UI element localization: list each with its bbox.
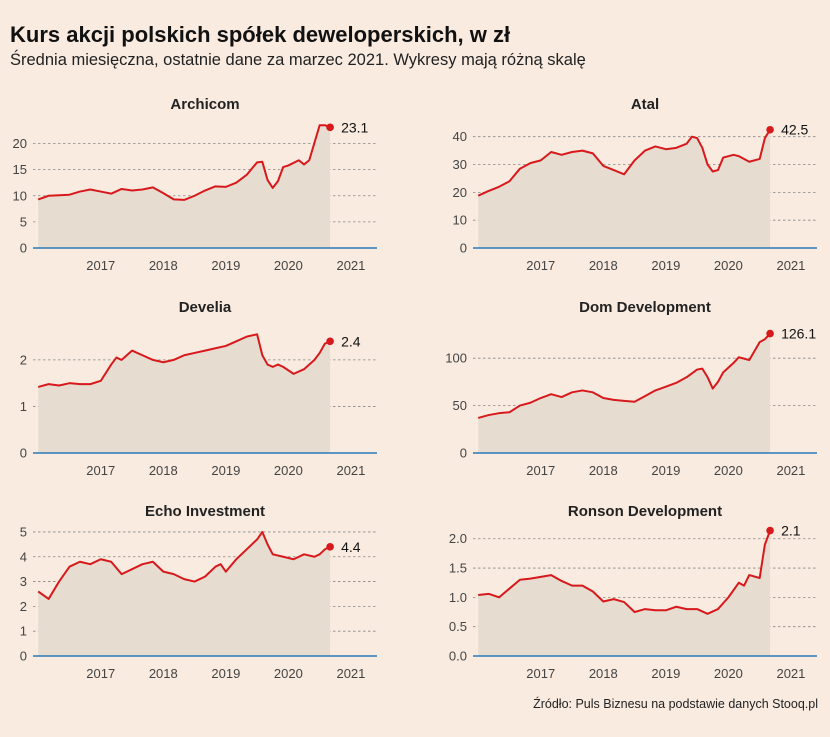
end-value-label: 4.4 [341,539,361,555]
y-tick-label: 10 [13,188,27,203]
series-area [478,530,771,656]
panel-develia: Develia 0 1 2 2.4 2017 2018 2019 2020 2021 [20,299,377,478]
panel-title: Develia [179,299,232,316]
x-tick-label: 2017 [86,463,115,478]
x-tick-label: 2019 [651,666,680,681]
panel-title: Atal [631,96,659,113]
series-area [38,334,331,453]
end-point [766,329,774,338]
x-tick-label: 2017 [86,666,115,681]
end-value-label: 126.1 [781,326,816,342]
y-tick-label: 0.5 [449,619,467,634]
x-tick-label: 2017 [86,258,115,273]
x-tick-label: 2020 [274,666,303,681]
series-line [477,332,771,419]
y-tick-label: 15 [13,162,27,177]
x-tick-label: 2021 [776,666,805,681]
end-value-label: 42.5 [781,122,808,138]
series-line [478,530,772,615]
x-tick-label: 2019 [211,666,240,681]
x-tick-label: 2020 [714,258,743,273]
x-tick-label: 2020 [714,666,743,681]
panel-atal: Atal 0 10 20 30 40 42.5 2017 2018 2019 2020 2021 [453,96,817,273]
y-tick-label: 4 [20,549,27,564]
chart-title: Kurs akcji polskich spółek deweloperskic… [10,22,511,47]
series-area [38,531,331,656]
y-tick-label: 5 [20,214,27,229]
y-tick-label: 1 [20,624,27,639]
y-tick-label: 1 [20,399,27,414]
y-tick-label: 30 [453,157,467,172]
panel-archicom: Archicom 0 5 10 15 20 23.1 2017 2018 2019 2020 2021 [13,96,377,273]
x-tick-label: 2021 [336,463,365,478]
panel-echo-investment: Echo Investment 0 1 2 3 4 5 4.4 2017 2018 2019 2020… [20,503,377,681]
end-value-label: 2.1 [781,523,801,539]
end-point [326,123,334,132]
series-line [37,333,331,388]
x-tick-label: 2017 [526,666,555,681]
end-value-label: 23.1 [341,119,368,135]
x-tick-label: 2018 [589,666,618,681]
y-tick-label: 2 [20,599,27,614]
end-point [326,543,334,551]
x-tick-label: 2019 [211,258,240,273]
chart-subtitle: Średnia miesięczna, ostatnie dane za mar… [10,51,586,69]
panel-title: Archicom [170,96,239,113]
end-value-label: 2.4 [341,333,361,349]
y-tick-label: 3 [20,574,27,589]
y-tick-label: 0 [20,241,27,256]
x-tick-label: 2020 [274,258,303,273]
x-tick-label: 2021 [336,258,365,273]
y-tick-label: 0 [20,446,27,461]
x-tick-label: 2018 [589,258,618,273]
panel-dom-development: Dom Development 0 50 100 126.1 2017 2018 2019 20… [445,299,817,478]
x-tick-label: 2018 [149,463,178,478]
y-tick-label: 10 [453,213,467,228]
x-tick-label: 2019 [211,463,240,478]
series-area [38,125,331,248]
series-line [477,129,771,197]
series-line [37,530,331,600]
y-tick-label: 0 [460,241,467,256]
y-tick-label: 50 [453,398,467,413]
y-tick-label: 1.0 [449,590,467,605]
series-area [478,129,771,248]
end-point [766,125,774,134]
y-tick-label: 20 [13,136,27,151]
x-tick-label: 2020 [714,463,743,478]
y-tick-label: 2 [20,352,27,367]
x-tick-label: 2017 [526,463,555,478]
y-tick-label: 2.0 [449,531,467,546]
y-tick-label: 0 [20,649,27,664]
y-tick-label: 5 [20,524,27,539]
end-point [766,526,774,535]
y-tick-label: 20 [453,185,467,200]
panel-title: Dom Development [579,299,711,316]
x-tick-label: 2019 [651,463,680,478]
y-tick-label: 0.0 [449,649,467,664]
x-tick-label: 2019 [651,258,680,273]
x-tick-label: 2017 [526,258,555,273]
x-tick-label: 2018 [149,258,178,273]
x-tick-label: 2021 [776,258,805,273]
x-tick-label: 2021 [336,666,365,681]
x-tick-label: 2021 [776,463,805,478]
y-tick-label: 100 [445,351,467,366]
x-tick-label: 2020 [274,463,303,478]
y-tick-label: 0 [460,446,467,461]
source-note: Źródło: Puls Biznesu na podstawie danych… [533,697,818,711]
end-point [326,337,334,346]
series-area [478,333,771,453]
x-tick-label: 2018 [589,463,618,478]
y-tick-label: 1.5 [449,561,467,576]
panel-ronson-development: Ronson Development 0.0 0.5 1.0 1.5 2.0 2.1 2017… [449,503,817,681]
panel-title: Ronson Development [568,503,722,520]
y-tick-label: 40 [453,129,467,144]
x-tick-label: 2018 [149,666,178,681]
panel-title: Echo Investment [145,503,265,520]
series-line [37,124,331,201]
